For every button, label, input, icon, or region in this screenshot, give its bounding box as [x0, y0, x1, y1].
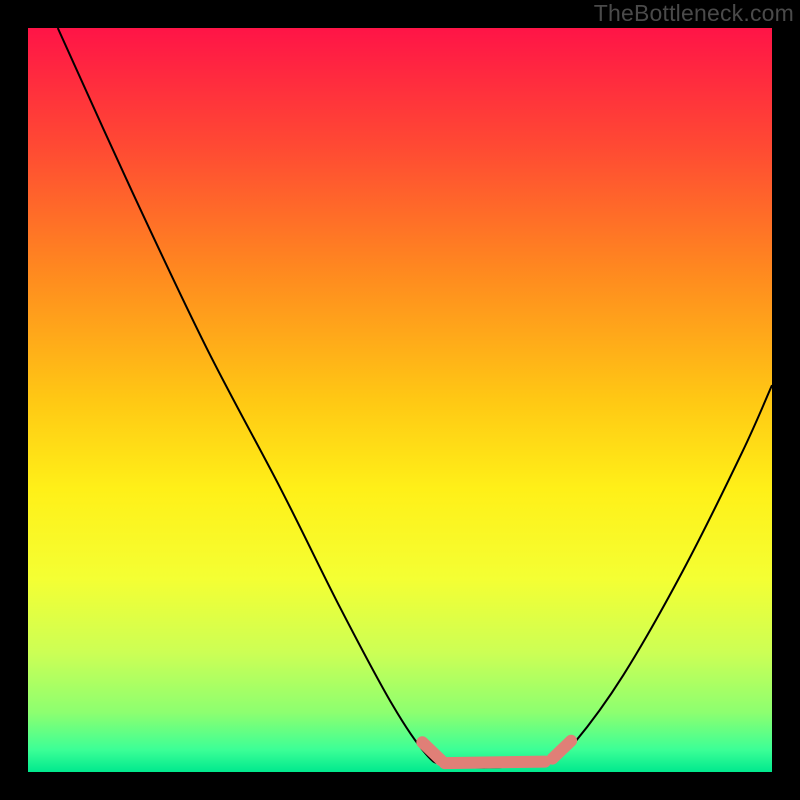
plot-area	[28, 28, 772, 772]
chart-frame: TheBottleneck.com	[0, 0, 800, 800]
optimal-zone-markers	[28, 28, 772, 772]
watermark-text: TheBottleneck.com	[594, 0, 794, 27]
